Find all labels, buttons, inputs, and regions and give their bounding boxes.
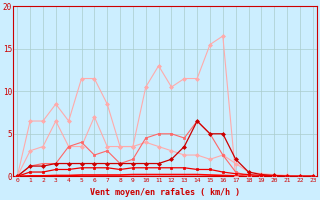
X-axis label: Vent moyen/en rafales ( km/h ): Vent moyen/en rafales ( km/h ) [90, 188, 240, 197]
